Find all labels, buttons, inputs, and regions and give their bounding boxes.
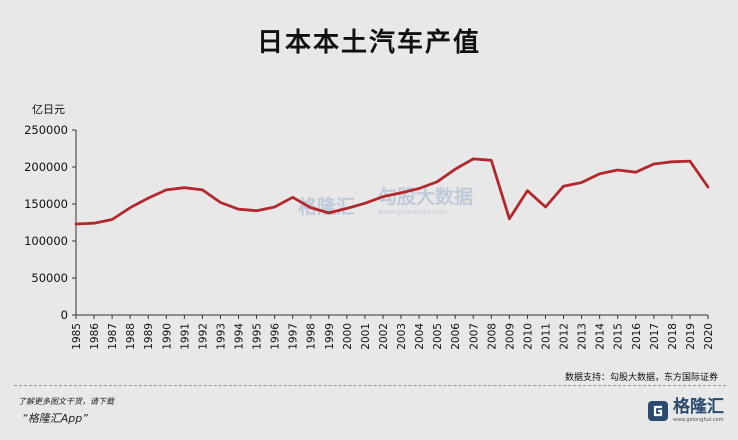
x-tick-label: 2000 bbox=[342, 323, 354, 350]
y-axis-unit-label: 亿日元 bbox=[32, 103, 65, 116]
y-tick-label: 250000 bbox=[24, 123, 68, 137]
x-tick-label: 2018 bbox=[667, 323, 679, 350]
x-tick-label: 1985 bbox=[71, 323, 83, 350]
x-tick-label: 1988 bbox=[125, 323, 137, 350]
x-tick-label: 2019 bbox=[685, 323, 697, 350]
x-tick-label: 2012 bbox=[559, 323, 571, 350]
series-line bbox=[74, 157, 710, 226]
x-tick-label: 1994 bbox=[234, 323, 246, 350]
x-tick-label: 1989 bbox=[143, 323, 155, 350]
logo-subtext: www.gelonghui.com bbox=[673, 417, 724, 423]
x-tick-label: 2005 bbox=[432, 323, 444, 350]
x-tick-label: 1991 bbox=[179, 323, 191, 350]
y-tick-label: 100000 bbox=[24, 234, 68, 248]
gelonghui-logo-icon bbox=[648, 401, 668, 421]
x-tick-label: 1990 bbox=[161, 323, 173, 350]
x-tick-label: 2001 bbox=[360, 323, 372, 350]
x-tick-label: 2014 bbox=[595, 323, 607, 350]
y-tick-label: 200000 bbox=[24, 160, 68, 174]
x-tick-label: 2011 bbox=[540, 323, 552, 350]
x-tick-label: 2016 bbox=[631, 323, 643, 350]
x-tick-label: 2013 bbox=[577, 323, 589, 350]
data-source-note: 数据支持：勾股大数据，东方国际证券 bbox=[564, 373, 718, 383]
y-tick-label: 150000 bbox=[24, 197, 68, 211]
watermark-gelonghui: 格隆汇 bbox=[298, 196, 356, 218]
x-tick-label: 2004 bbox=[414, 323, 426, 350]
y-tick-label: 0 bbox=[61, 308, 68, 322]
x-tick-label: 2007 bbox=[468, 323, 480, 350]
chart-title: 日本本土汽车产值 bbox=[256, 28, 481, 58]
x-tick-label: 1986 bbox=[89, 323, 101, 350]
x-tick-label: 2015 bbox=[613, 323, 625, 350]
y-tick-label: 50000 bbox=[31, 271, 68, 285]
x-tick-label: 2020 bbox=[703, 323, 715, 350]
x-tick-label: 2009 bbox=[504, 323, 516, 350]
x-tick-label: 1996 bbox=[270, 323, 282, 350]
x-tick-label: 1998 bbox=[306, 323, 318, 350]
x-tick-label: 2002 bbox=[378, 323, 390, 350]
footer-divider bbox=[14, 385, 726, 386]
x-tick-label: 2017 bbox=[649, 323, 661, 350]
footer-app-name: “格隆汇App” bbox=[22, 412, 88, 425]
footer-promo-text: 了解更多图文干货，请下载 bbox=[18, 397, 114, 406]
x-tick-label: 2010 bbox=[522, 323, 534, 350]
x-tick-label: 1993 bbox=[215, 323, 227, 350]
x-tick-label: 1995 bbox=[252, 323, 264, 350]
logo-text: 格隆汇 bbox=[673, 397, 724, 417]
x-tick-label: 1999 bbox=[324, 323, 336, 350]
x-tick-label: 2006 bbox=[450, 323, 462, 350]
x-tick-label: 1992 bbox=[197, 323, 209, 350]
x-tick-label: 1997 bbox=[288, 323, 300, 350]
gelonghui-logo: 格隆汇 www.gelonghui.com bbox=[647, 399, 724, 423]
x-tick-label: 2008 bbox=[486, 323, 498, 350]
x-tick-label: 2003 bbox=[396, 323, 408, 350]
x-tick-label: 1987 bbox=[107, 323, 119, 350]
